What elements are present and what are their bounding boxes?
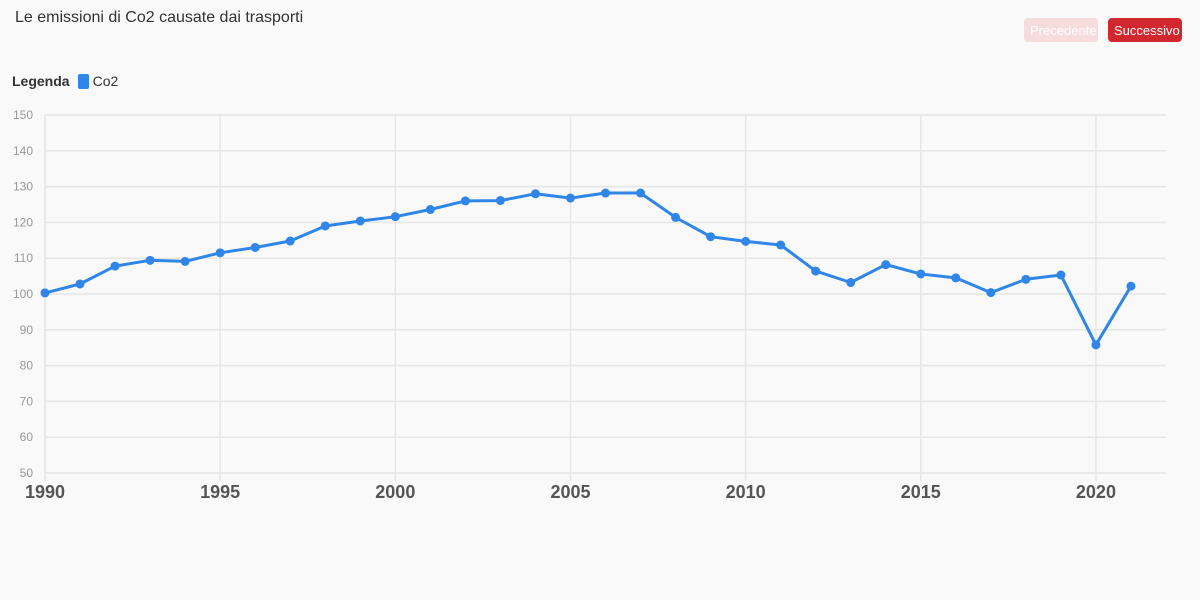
y-tick-label: 120 [13,215,33,229]
data-point[interactable] [565,193,575,203]
x-tick-label: 2010 [726,482,766,502]
y-tick-label: 60 [20,430,34,444]
x-tick-label: 1995 [200,482,240,502]
y-tick-label: 110 [14,251,33,265]
data-point[interactable] [916,269,926,279]
y-tick-label: 150 [13,108,33,122]
data-point[interactable] [530,189,540,199]
next-button[interactable]: Successivo [1108,18,1182,42]
data-point[interactable] [671,212,681,222]
x-tick-label: 2020 [1076,482,1116,502]
y-tick-label: 140 [13,144,33,158]
data-point[interactable] [495,196,505,206]
data-point[interactable] [846,278,856,288]
data-point[interactable] [285,236,295,246]
data-point[interactable] [1056,270,1066,280]
data-point[interactable] [180,256,190,266]
y-tick-label: 50 [20,466,34,480]
data-point[interactable] [215,248,225,258]
data-point[interactable] [776,240,786,250]
series-line-co2 [44,191,1133,347]
data-point[interactable] [601,188,610,198]
y-tick-label: 70 [20,394,34,408]
y-tick-label: 80 [20,359,34,373]
chart-title: Le emissioni di Co2 causate dai trasport… [15,9,304,26]
legend-title: Legenda [12,73,70,89]
legend-label-co2[interactable]: Co2 [92,73,119,89]
data-point[interactable] [145,255,155,265]
data-point[interactable] [1126,281,1136,291]
data-point[interactable] [1091,340,1101,350]
data-point[interactable] [741,236,751,246]
data-point[interactable] [250,242,260,252]
data-point[interactable] [390,212,400,222]
y-tick-label: 90 [20,323,34,337]
x-tick-label: 2000 [375,482,415,502]
legend: Legenda Co2 [12,73,118,89]
legend-swatch-co2[interactable] [77,73,89,89]
data-point[interactable] [75,279,85,289]
data-point[interactable] [951,273,961,283]
x-tick-label: 2005 [550,482,590,502]
x-tick-label: 1990 [25,482,65,502]
data-point[interactable] [1021,274,1031,284]
data-point[interactable] [706,232,716,242]
data-point[interactable] [40,288,50,298]
data-point[interactable] [460,196,470,206]
previous-button[interactable]: Precedente [1024,18,1098,42]
data-point[interactable] [636,188,646,198]
data-point[interactable] [320,221,330,231]
y-tick-label: 130 [13,180,33,194]
data-point[interactable] [355,216,365,226]
y-tick-label: 100 [13,287,33,301]
data-point[interactable] [425,205,435,215]
data-point[interactable] [110,261,120,271]
data-point[interactable] [811,266,821,276]
x-tick-label: 2015 [901,482,941,502]
data-point[interactable] [881,260,891,270]
data-point[interactable] [986,288,996,298]
